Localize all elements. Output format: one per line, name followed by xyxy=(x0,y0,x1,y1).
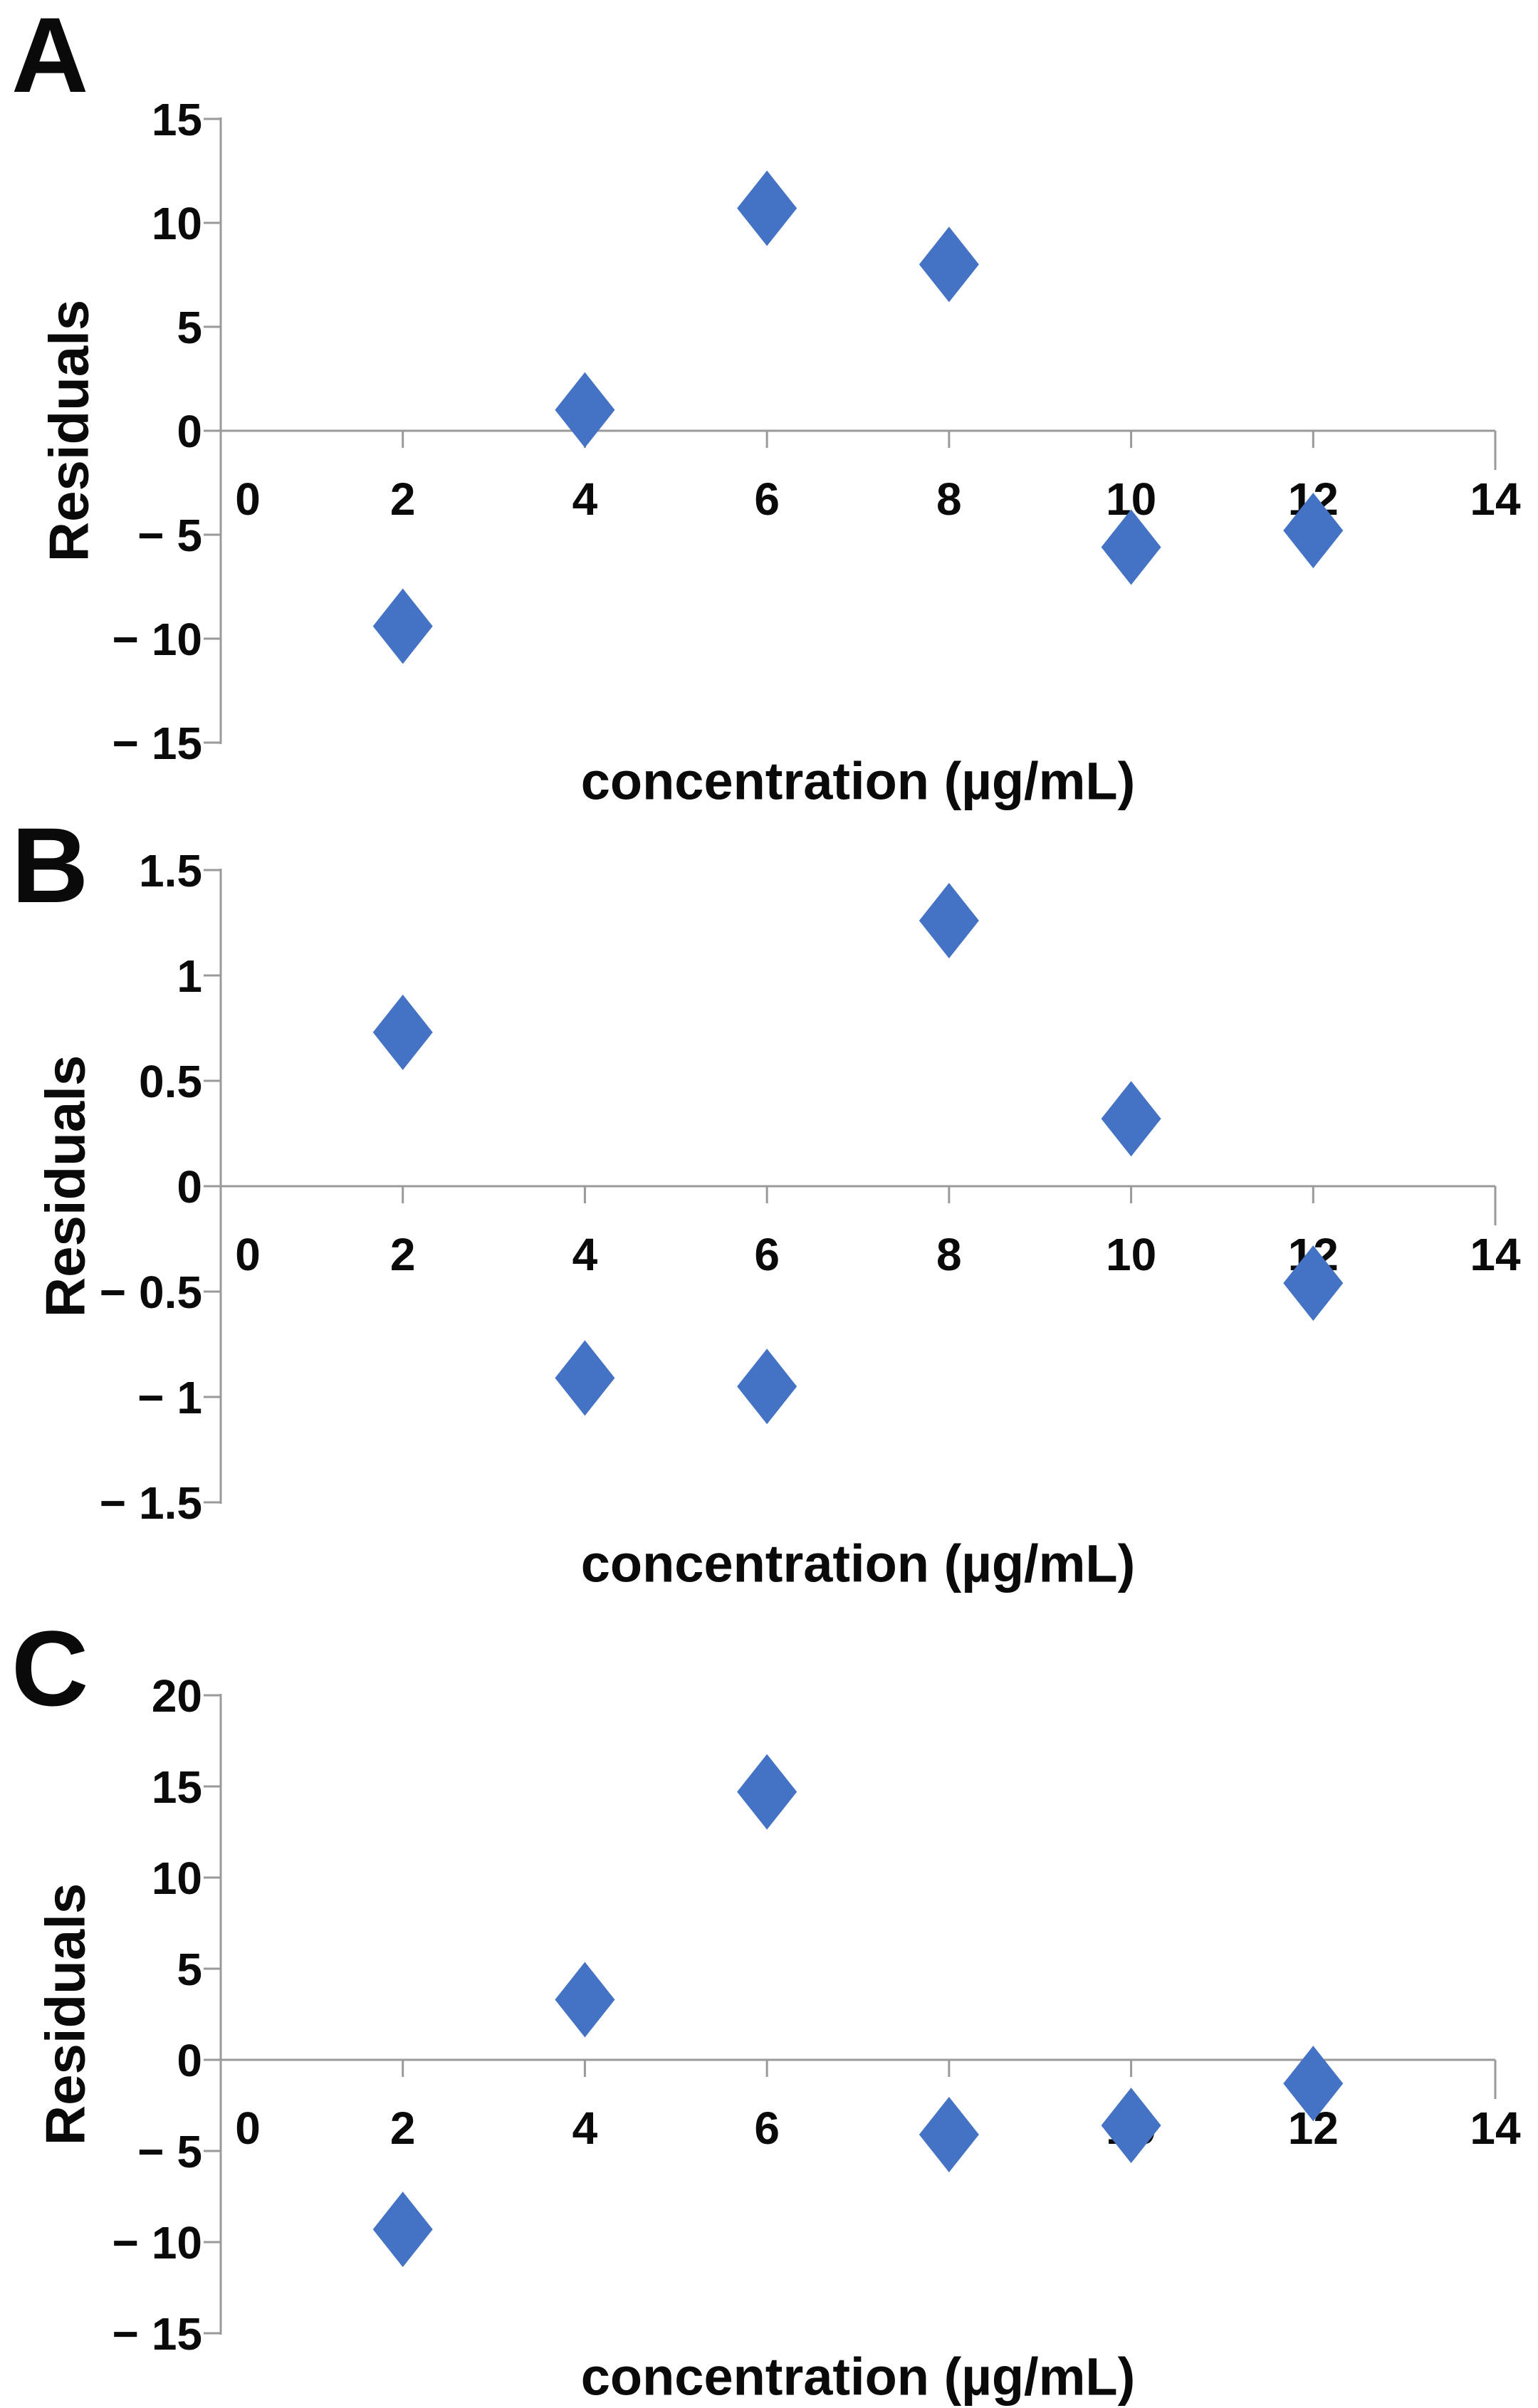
y-tick-label: 10 xyxy=(152,1853,202,1904)
panel-c-letter: C xyxy=(11,1608,89,1728)
y-tick-label: 1.5 xyxy=(139,845,202,896)
y-tick-label: 5 xyxy=(177,1944,202,1995)
y-tick-label: 0.5 xyxy=(139,1056,202,1107)
x-tick-label: 6 xyxy=(754,1229,780,1280)
x-tick-label: 2 xyxy=(390,1229,416,1280)
data-point xyxy=(737,170,797,246)
x-tick-label: 0 xyxy=(235,1229,261,1280)
data-point xyxy=(1283,1245,1344,1321)
data-point xyxy=(919,226,979,303)
y-tick-label: 15 xyxy=(152,1761,202,1813)
y-tick-label: − 1.5 xyxy=(100,1477,202,1529)
x-tick-label: 0 xyxy=(235,473,261,525)
panel-a-x-axis-title: concentration (µg/mL) xyxy=(580,751,1136,811)
y-tick-label: − 0.5 xyxy=(100,1267,202,1318)
x-tick-label: 4 xyxy=(572,473,598,525)
x-tick-label: 10 xyxy=(1106,1229,1156,1280)
y-tick-label: − 5 xyxy=(137,510,202,561)
panel-a-letter: A xyxy=(11,0,89,115)
x-tick-label: 14 xyxy=(1470,1229,1521,1280)
data-point xyxy=(555,1340,615,1416)
y-tick-label: 20 xyxy=(152,1670,202,1722)
y-tick-label: 0 xyxy=(177,406,202,457)
x-tick-label: 2 xyxy=(390,473,416,525)
x-tick-label: 6 xyxy=(754,2103,780,2154)
y-tick-label: − 1 xyxy=(137,1372,202,1423)
y-tick-label: − 15 xyxy=(113,2308,202,2360)
data-point xyxy=(372,588,433,664)
y-tick-label: 10 xyxy=(152,198,202,249)
data-point xyxy=(1101,1081,1161,1157)
data-point xyxy=(1283,493,1344,569)
y-tick-label: 15 xyxy=(152,94,202,145)
y-tick-label: 5 xyxy=(177,302,202,353)
data-point xyxy=(372,994,433,1070)
data-point xyxy=(737,1754,797,1830)
panel-c-y-axis-title: Residuals xyxy=(33,1883,97,2146)
data-point xyxy=(555,372,615,448)
data-point xyxy=(1101,509,1161,585)
panel-b-y-axis-title: Residuals xyxy=(33,1054,97,1318)
y-tick-label: − 10 xyxy=(113,614,202,665)
data-point xyxy=(919,2096,979,2172)
y-tick-label: − 15 xyxy=(113,718,202,769)
data-point xyxy=(737,1349,797,1425)
panel-a-y-axis-title: Residuals xyxy=(37,299,100,562)
data-point xyxy=(1283,2046,1344,2122)
y-tick-label: − 10 xyxy=(113,2217,202,2268)
data-point xyxy=(919,883,979,959)
x-tick-label: 4 xyxy=(572,2103,598,2154)
x-tick-label: 8 xyxy=(936,1229,962,1280)
y-tick-label: 1 xyxy=(177,951,202,1002)
y-tick-label: − 5 xyxy=(137,2126,202,2177)
panel-c-x-axis-title: concentration (µg/mL) xyxy=(580,2347,1136,2407)
panel-b-letter: B xyxy=(11,805,89,925)
y-tick-label: 0 xyxy=(177,1161,202,1213)
x-tick-label: 2 xyxy=(390,2103,416,2154)
data-point xyxy=(372,2192,433,2268)
x-tick-label: 6 xyxy=(754,473,780,525)
x-tick-label: 14 xyxy=(1470,2103,1521,2154)
data-point xyxy=(555,1962,615,2038)
x-tick-label: 4 xyxy=(572,1229,598,1280)
x-tick-label: 0 xyxy=(235,2103,261,2154)
panel-b-x-axis-title: concentration (µg/mL) xyxy=(580,1534,1136,1593)
data-point xyxy=(1101,2088,1161,2164)
x-tick-label: 14 xyxy=(1470,473,1521,525)
x-tick-label: 8 xyxy=(936,473,962,525)
y-tick-label: 0 xyxy=(177,2035,202,2086)
